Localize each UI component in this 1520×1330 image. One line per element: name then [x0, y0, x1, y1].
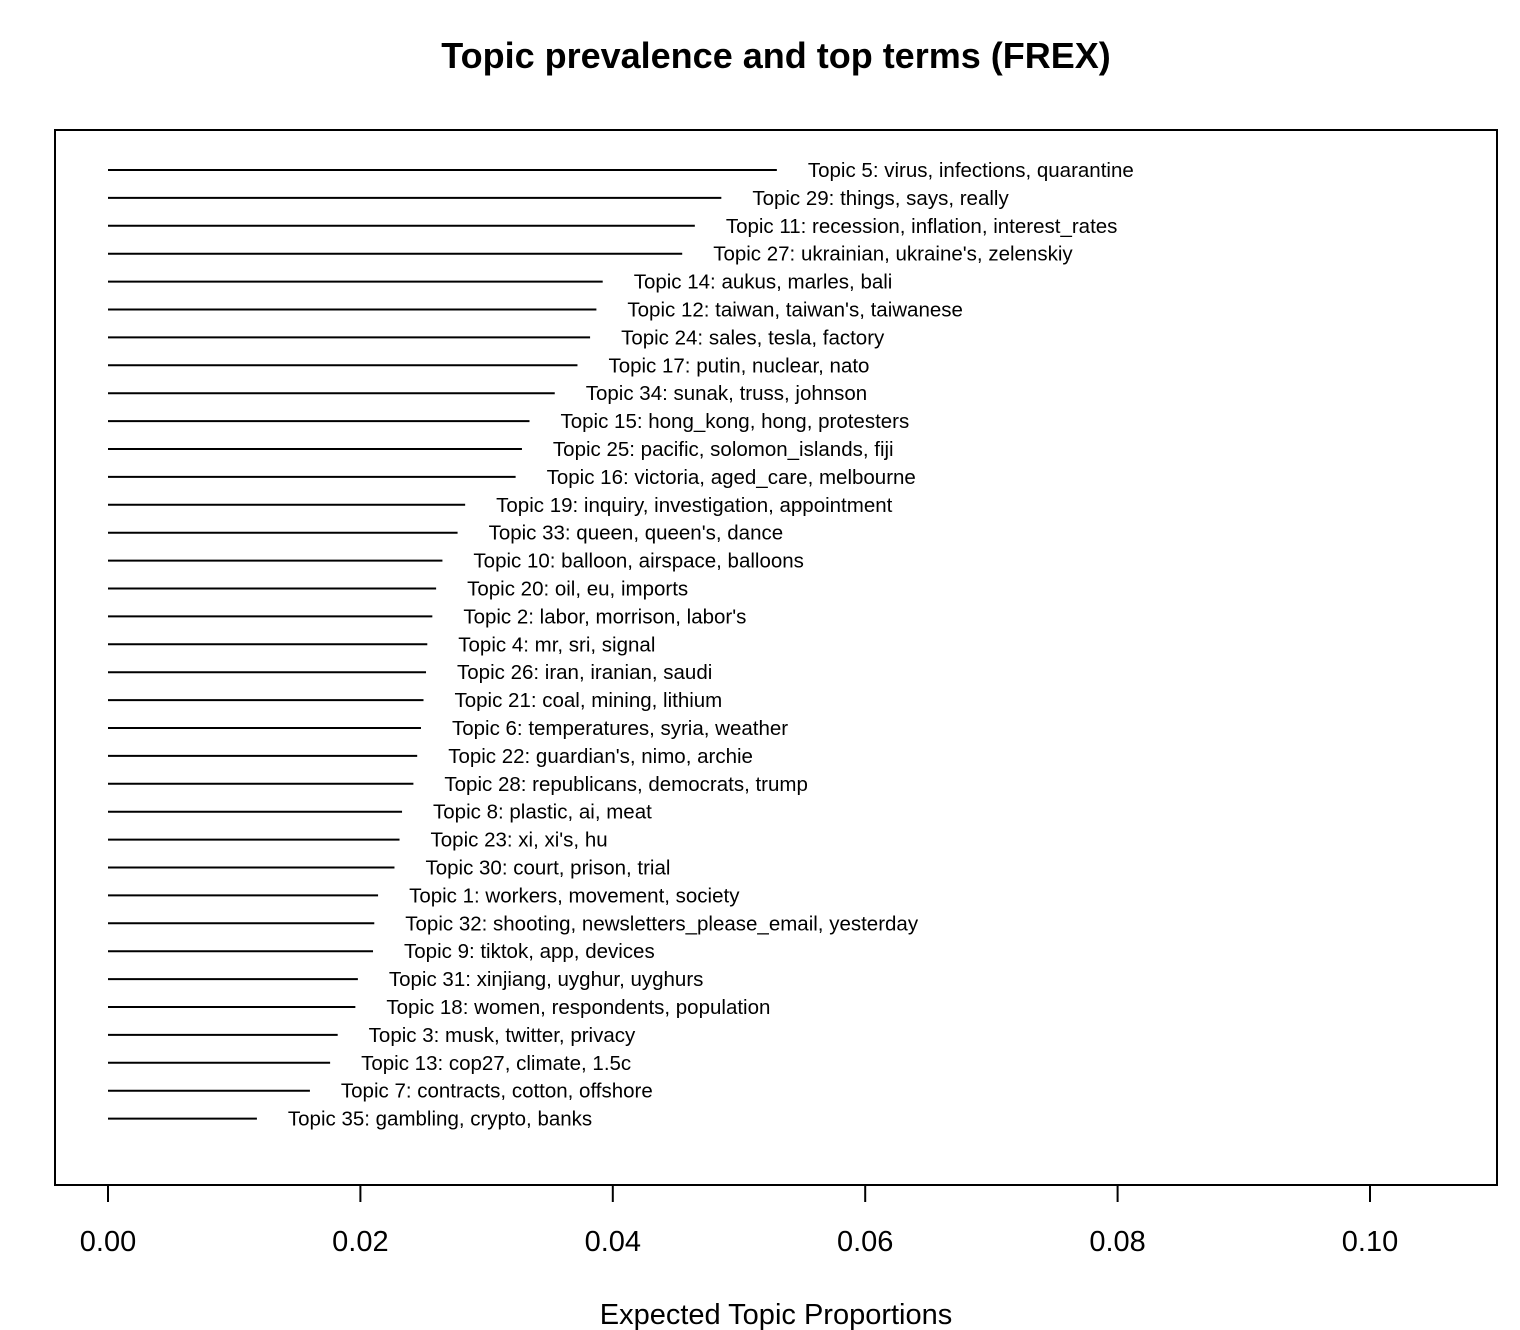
topic-label: Topic 24: sales, tesla, factory — [621, 326, 885, 349]
topic-label: Topic 11: recession, inflation, interest… — [726, 215, 1118, 238]
topic-label: Topic 2: labor, morrison, labor's — [463, 605, 746, 628]
topic-label: Topic 17: putin, nuclear, nato — [608, 354, 869, 377]
topic-label: Topic 32: shooting, newsletters_please_e… — [405, 912, 919, 935]
topic-label: Topic 33: queen, queen's, dance — [489, 522, 784, 545]
topic-label: Topic 16: victoria, aged_care, melbourne — [547, 466, 916, 489]
topic-label: Topic 18: women, respondents, population — [386, 996, 770, 1019]
x-tick-label: 0.00 — [80, 1226, 136, 1258]
topic-label: Topic 4: mr, sri, signal — [458, 633, 655, 656]
topic-label: Topic 19: inquiry, investigation, appoin… — [496, 494, 892, 517]
x-axis: 0.00 0.02 0.04 0.06 0.08 0.10 — [80, 1184, 1398, 1258]
topic-label: Topic 12: taiwan, taiwan's, taiwanese — [627, 299, 963, 322]
topic-label: Topic 29: things, says, really — [752, 187, 1009, 210]
topic-label: Topic 14: aukus, marles, bali — [634, 271, 893, 294]
topic-labels: Topic 5: virus, infections, quarantine To… — [288, 159, 1134, 1131]
x-tick-label: 0.10 — [1342, 1226, 1398, 1258]
topic-label: Topic 26: iran, iranian, saudi — [457, 661, 712, 684]
topic-label: Topic 31: xinjiang, uyghur, uyghurs — [389, 968, 704, 991]
topic-label: Topic 13: cop27, climate, 1.5c — [361, 1052, 631, 1075]
topic-label: Topic 3: musk, twitter, privacy — [369, 1024, 636, 1047]
x-tick-label: 0.08 — [1089, 1226, 1145, 1258]
topic-label: Topic 22: guardian's, nimo, archie — [448, 745, 753, 768]
x-tick-label: 0.04 — [585, 1226, 641, 1258]
x-axis-title: Expected Topic Proportions — [600, 1299, 953, 1330]
topic-label: Topic 6: temperatures, syria, weather — [452, 717, 788, 740]
chart-title: Topic prevalence and top terms (FREX) — [441, 35, 1110, 76]
topic-label: Topic 30: court, prison, trial — [425, 857, 670, 880]
topic-label: Topic 15: hong_kong, hong, protesters — [561, 410, 910, 433]
topic-label: Topic 28: republicans, democrats, trump — [444, 773, 807, 796]
topic-label: Topic 10: balloon, airspace, balloons — [473, 550, 804, 573]
topic-label: Topic 9: tiktok, app, devices — [404, 940, 655, 963]
topic-label: Topic 34: sunak, truss, johnson — [586, 382, 867, 405]
topic-label: Topic 35: gambling, crypto, banks — [288, 1108, 592, 1131]
topic-label: Topic 23: xi, xi's, hu — [431, 829, 608, 852]
x-tick-label: 0.02 — [332, 1226, 388, 1258]
topic-label: Topic 7: contracts, cotton, offshore — [341, 1080, 653, 1103]
topic-label: Topic 21: coal, mining, lithium — [455, 689, 723, 712]
topic-label: Topic 8: plastic, ai, meat — [433, 801, 652, 824]
topic-lines — [108, 169, 777, 1120]
topic-label: Topic 5: virus, infections, quarantine — [808, 159, 1134, 182]
x-tick-label: 0.06 — [837, 1226, 893, 1258]
topic-label: Topic 1: workers, movement, society — [409, 884, 740, 907]
topic-label: Topic 27: ukrainian, ukraine's, zelenski… — [713, 243, 1073, 266]
topic-label: Topic 25: pacific, solomon_islands, fiji — [553, 438, 894, 461]
topic-label: Topic 20: oil, eu, imports — [467, 578, 688, 601]
